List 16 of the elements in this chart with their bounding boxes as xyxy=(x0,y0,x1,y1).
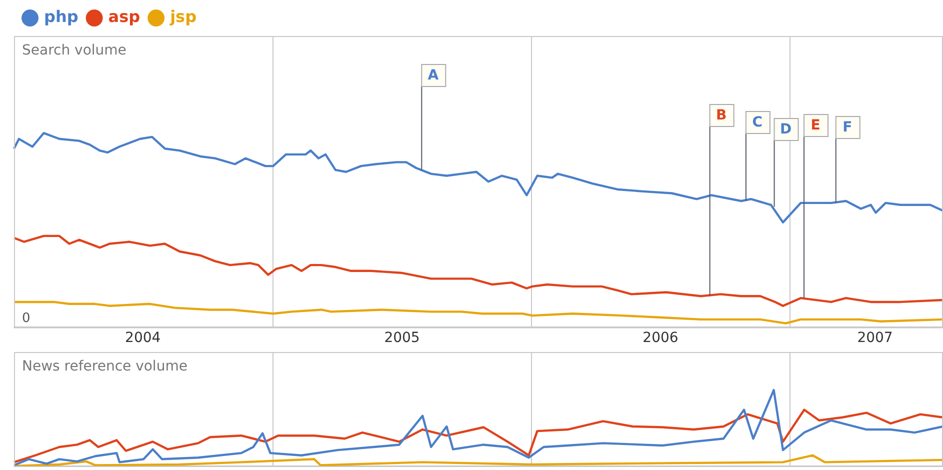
legend-label: asp xyxy=(108,7,140,26)
annotation: 0 xyxy=(22,311,30,326)
annotation: D xyxy=(780,122,792,138)
x-tick-label: 2004 xyxy=(125,330,161,346)
annotation: E xyxy=(810,118,820,134)
annotation: B xyxy=(716,108,727,124)
annotation: C xyxy=(752,114,763,131)
annotation: A xyxy=(428,68,439,84)
legend-label: php xyxy=(44,7,78,26)
annotation: F xyxy=(842,120,852,136)
x-tick-label: 2006 xyxy=(642,330,678,346)
chart-title: News reference volume xyxy=(22,358,188,375)
legend-label: jsp xyxy=(169,7,197,26)
x-tick-label: 2007 xyxy=(857,330,893,346)
x-tick-label: 2005 xyxy=(384,330,420,346)
chart-title: Search volume xyxy=(22,42,126,59)
